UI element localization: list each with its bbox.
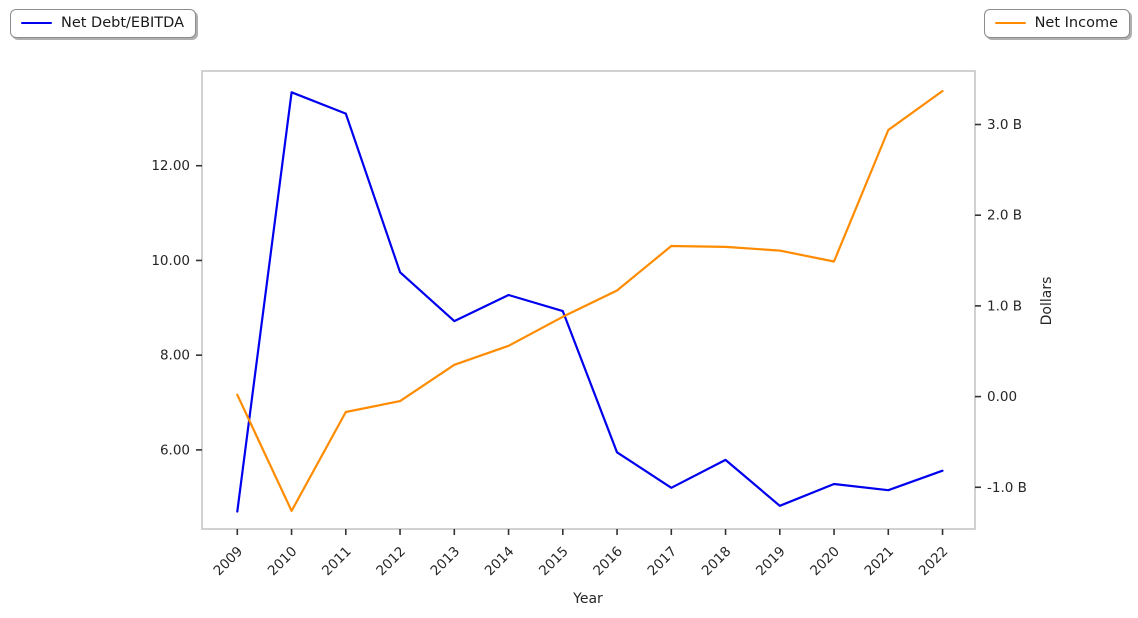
x-axis-tick-label: 2020 [807, 544, 843, 580]
x-axis-tick-label: 2013 [428, 544, 464, 580]
left-axis-tick-label: 10.00 [151, 253, 190, 269]
legend-net-debt-ebitda: Net Debt/EBITDA [10, 9, 196, 38]
legend-label-net-income: Net Income [1034, 15, 1118, 31]
x-axis-tick-label: 2017 [645, 544, 681, 580]
line-net-debt-ebitda [236, 91, 944, 513]
plot-border [201, 70, 976, 530]
legend-label-net-debt-ebitda: Net Debt/EBITDA [61, 15, 184, 31]
legend-net-income: Net Income [983, 9, 1130, 38]
x-axis-tick-label: 2019 [753, 544, 789, 580]
right-axis-tick-label: 2.0 B [987, 208, 1022, 224]
line-net-income [236, 89, 944, 512]
right-axis-tick-label: 1.0 B [987, 298, 1022, 314]
x-axis-tick-label: 2009 [211, 544, 247, 580]
legend-line-sample-blue [21, 21, 52, 25]
x-axis-tick-label: 2015 [536, 544, 572, 580]
left-axis-tick-label: 12.00 [151, 158, 190, 174]
generated-chart: 6.00 8.00 10.00 12.00 -1.0 B 0.00 1.0 B 2.0 B 3.… [151, 89, 1027, 580]
x-axis-label: Year [572, 591, 603, 607]
x-axis-tick-label: 2011 [319, 544, 355, 580]
left-axis-tick-label: 8.00 [160, 348, 190, 364]
right-axis-tick-label: 0.00 [987, 389, 1017, 405]
x-axis-tick-label: 2010 [265, 544, 301, 580]
x-axis-tick-label: 2018 [699, 544, 735, 580]
right-axis-tick-label: -1.0 B [987, 480, 1027, 496]
x-axis-tick-label: 2016 [590, 544, 626, 580]
x-axis-tick-label: 2021 [862, 544, 898, 580]
x-axis-tick-label: 2022 [916, 544, 952, 580]
x-axis-tick-label: 2012 [373, 544, 409, 580]
x-axis-tick-label: 2014 [482, 544, 518, 580]
right-axis-tick-label: 3.0 B [987, 117, 1022, 133]
right-axis-label: Dollars [1039, 277, 1055, 326]
left-axis-tick-label: 6.00 [160, 442, 190, 458]
legend-line-sample-orange [994, 21, 1026, 25]
